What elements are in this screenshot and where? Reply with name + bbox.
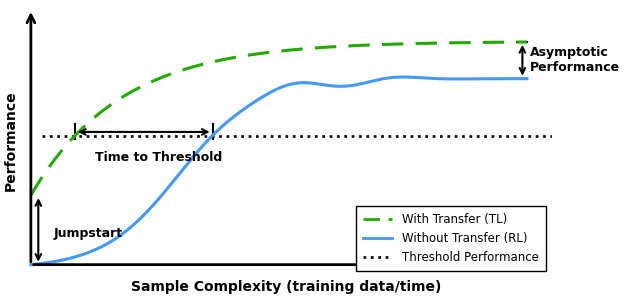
- Y-axis label: Performance: Performance: [4, 90, 18, 191]
- Text: Time to Threshold: Time to Threshold: [95, 150, 222, 164]
- Text: Jumpstart: Jumpstart: [53, 227, 122, 240]
- X-axis label: Sample Complexity (training data/time): Sample Complexity (training data/time): [131, 280, 441, 294]
- Legend: With Transfer (TL), Without Transfer (RL), Threshold Performance: With Transfer (TL), Without Transfer (RL…: [356, 206, 546, 271]
- Text: Asymptotic
Performance: Asymptotic Performance: [530, 46, 620, 74]
